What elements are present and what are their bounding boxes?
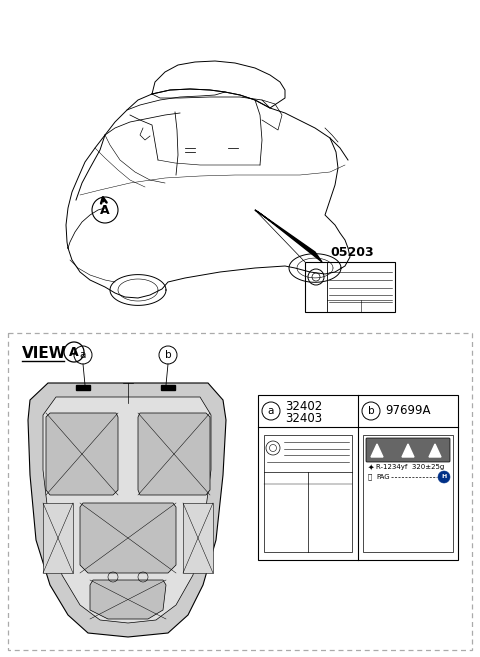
Text: ✦: ✦ [368,463,374,472]
Text: 32403: 32403 [285,411,322,424]
Text: A: A [69,346,79,359]
Text: a: a [80,350,86,360]
Text: b: b [165,350,171,360]
FancyBboxPatch shape [161,385,175,390]
Text: H: H [442,474,446,480]
Text: 97699A: 97699A [385,405,431,417]
Text: 05203: 05203 [330,246,373,260]
Polygon shape [371,444,383,457]
Polygon shape [80,503,176,573]
Polygon shape [90,580,166,619]
Text: a: a [268,406,274,416]
FancyBboxPatch shape [363,435,453,552]
Polygon shape [46,413,118,495]
Polygon shape [43,503,73,573]
Text: b: b [368,406,374,416]
Polygon shape [402,444,414,457]
Text: VIEW: VIEW [22,346,67,361]
FancyBboxPatch shape [264,435,352,552]
FancyBboxPatch shape [258,395,458,560]
Text: R-1234yf  320±25g: R-1234yf 320±25g [376,464,444,470]
Polygon shape [255,210,322,262]
Polygon shape [28,383,226,637]
Polygon shape [183,503,213,573]
FancyBboxPatch shape [76,385,90,390]
Polygon shape [43,397,211,623]
Polygon shape [138,413,210,495]
Circle shape [438,471,450,483]
Polygon shape [429,444,441,457]
FancyBboxPatch shape [305,262,395,312]
FancyBboxPatch shape [366,438,450,462]
Text: 32402: 32402 [285,399,322,413]
Text: ⛽: ⛽ [368,474,372,480]
Text: PAG: PAG [376,474,390,480]
Text: A: A [100,204,110,217]
